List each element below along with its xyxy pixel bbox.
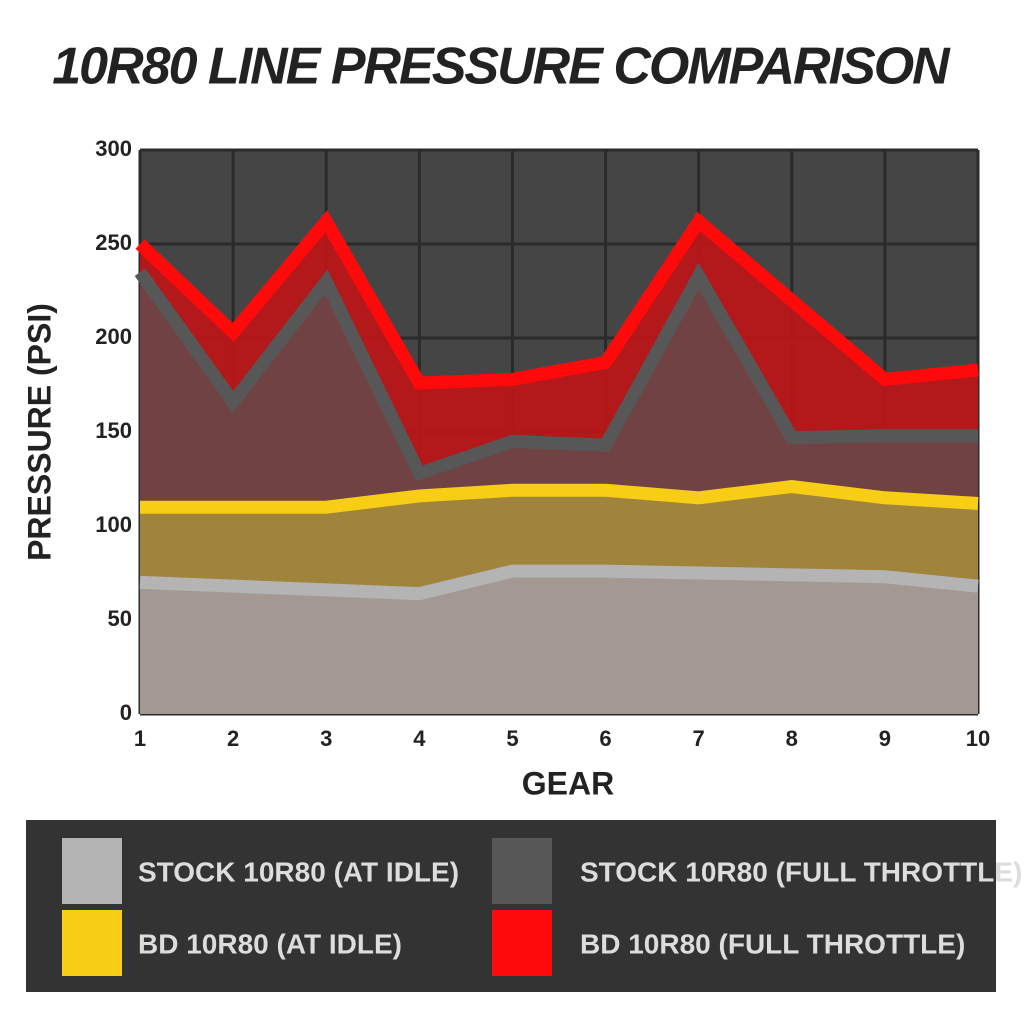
legend-swatch [492, 910, 552, 976]
legend-label: BD 10R80 (AT IDLE) [138, 928, 402, 959]
y-tick-label: 0 [120, 700, 132, 725]
y-axis-label: PRESSURE (PSI) [21, 303, 57, 561]
x-tick-label: 1 [134, 726, 146, 751]
x-tick-label: 3 [320, 726, 332, 751]
y-tick-label: 100 [95, 512, 132, 537]
x-tick-label: 9 [879, 726, 891, 751]
line [139, 564, 979, 601]
line [134, 262, 978, 482]
legend-label: STOCK 10R80 (AT IDLE) [138, 856, 459, 887]
y-tick-label: 50 [108, 606, 132, 631]
legend-swatch [62, 838, 122, 904]
x-tick-label: 4 [413, 726, 426, 751]
x-tick-label: 5 [506, 726, 518, 751]
area [140, 571, 978, 714]
line [135, 210, 979, 390]
legend-label: BD 10R80 (FULL THROTTLE) [580, 928, 965, 959]
x-tick-label: 10 [966, 726, 990, 751]
x-tick-label: 8 [786, 726, 798, 751]
x-tick-label: 6 [599, 726, 611, 751]
y-tick-label: 250 [95, 230, 132, 255]
x-tick-label: 2 [227, 726, 239, 751]
y-tick-label: 300 [95, 136, 132, 161]
chart-title: 10R80 LINE PRESSURE COMPARISON [52, 38, 951, 96]
x-axis-label: GEAR [522, 765, 614, 801]
line [140, 479, 979, 514]
legend-swatch [492, 838, 552, 904]
legend-swatch [62, 910, 122, 976]
x-tick-label: 7 [693, 726, 705, 751]
y-tick-label: 150 [95, 418, 132, 443]
legend-label: STOCK 10R80 (FULL THROTTLE) [580, 856, 1022, 887]
y-tick-label: 200 [95, 324, 132, 349]
